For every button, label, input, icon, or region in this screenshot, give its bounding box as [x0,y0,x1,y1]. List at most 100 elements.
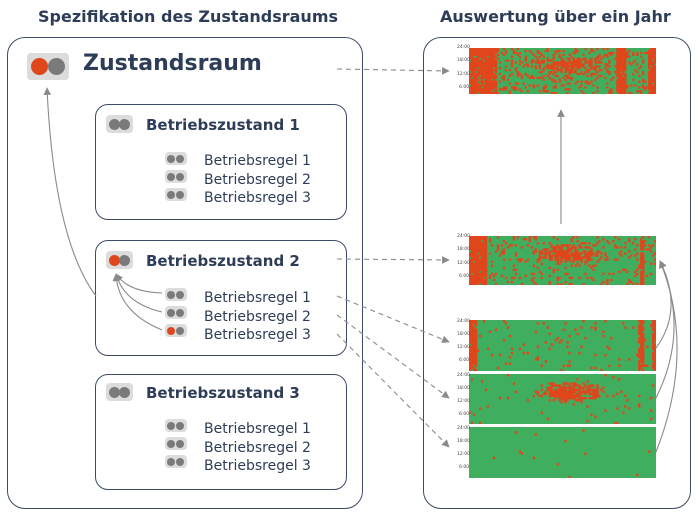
tick-label: 6:00 [459,85,470,90]
heatmap-cell [604,76,607,79]
heatmap-cell [620,92,623,94]
heatmap-cell [654,368,656,371]
heatmap-cell [470,356,474,359]
heatmap-cell [474,242,478,245]
heatmap-cell [562,392,565,396]
heatmap-cell [606,55,609,58]
heatmap-cell [470,345,474,348]
heatmap-cell [590,72,593,76]
heatmap-cell [552,61,555,64]
heatmap-cell [570,382,573,385]
heatmap-cell [490,354,494,357]
heatmap-cell [586,258,589,261]
heatmap-cell [634,274,637,278]
heatmap-cell [558,246,561,249]
heatmap-cell [652,76,655,79]
heatmap-cell [516,74,520,78]
heatmap-cell [642,264,645,267]
heatmap-cell [566,88,569,91]
heatmap-cell [570,67,573,70]
heatmap-cell [510,61,514,64]
heatmap-cell [580,246,583,249]
heatmap-cell [488,90,492,93]
heatmap-cell [472,242,476,245]
heatmap-cell [552,390,555,394]
heatmap-cell [620,390,623,394]
heatmap-cell [490,51,494,55]
heatmap-cell [576,392,579,396]
state-3-title: Betriebszustand 3 [146,384,300,402]
heatmap-cell [570,276,573,280]
heatmap-cell [576,63,579,66]
heatmap-cell [618,72,621,76]
heatmap-cell [588,392,591,396]
heatmap-cell [484,61,488,64]
heatmap-cell [552,254,555,257]
heatmap-cell [596,86,599,89]
heatmap-cell [510,48,514,51]
heatmap-cell [492,80,496,83]
heatmap-cell [596,394,599,398]
heatmap-cell [470,78,474,81]
heatmap-cell [540,276,543,280]
heatmap-cell [550,250,553,253]
heatmap-cell [470,84,474,87]
heatmap-cell [618,378,621,381]
heatmap-cell [538,258,541,261]
heatmap-cell [650,57,653,60]
heatmap-cell [514,272,518,276]
heatmap-cell [560,394,563,398]
heatmap-cell [618,71,621,74]
heatmap-cell [534,67,537,70]
heatmap-cell [654,364,656,368]
heatmap-cell [558,49,561,53]
heatmap-cell [566,61,569,64]
heatmap-cell [576,262,579,265]
heatmap-cell [480,242,484,245]
heatmap-cell [492,59,496,62]
heatmap-cell [652,71,655,74]
heatmap-cell [470,72,474,76]
heatmap-cell [616,86,619,89]
heatmap-cell [548,258,551,261]
heatmap-cell [476,262,480,265]
heatmap-cell [596,55,599,58]
heatmap-cell [560,63,563,66]
heatmap-cell [524,86,527,89]
heatmap-cell [572,260,575,263]
heatmap-cell [640,246,643,249]
heatmap-cell [570,248,573,251]
heatmap-cell [564,396,567,400]
heatmap-cell [556,49,559,53]
heatmap-cell [622,92,625,94]
heatmap-cell [596,48,599,51]
heatmap-cell [480,88,484,91]
heatmap-cell [472,330,476,334]
heatmap-cell [626,399,629,402]
heatmap-cell [548,382,551,385]
heatmap-cell [556,61,559,64]
heatmap-cell [598,59,601,62]
heatmap-cell [484,258,488,261]
heatmap-cell [568,57,571,60]
tick-label: 18:00 [457,58,470,63]
heatmap-cell [648,53,651,56]
heatmap-cell [546,417,549,421]
heatmap-cell [484,256,488,259]
heatmap-cell [556,67,559,70]
heatmap-cell [634,238,637,241]
heatmap-cell [654,345,656,348]
heatmap-cell [478,407,482,410]
heatmap-cell [582,282,585,285]
heatmap-cell [642,334,645,338]
heatmap-cell [642,71,645,74]
heatmap-cell [640,270,643,274]
heatmap-cell [484,48,488,51]
heatmap-cell [498,80,502,83]
heatmap-cell [469,334,472,338]
heatmap-cell [596,388,599,391]
heatmap-cell [636,272,639,276]
heatmap-cell [644,86,647,89]
heatmap-cell [478,90,482,93]
heatmap-cell [568,88,571,91]
